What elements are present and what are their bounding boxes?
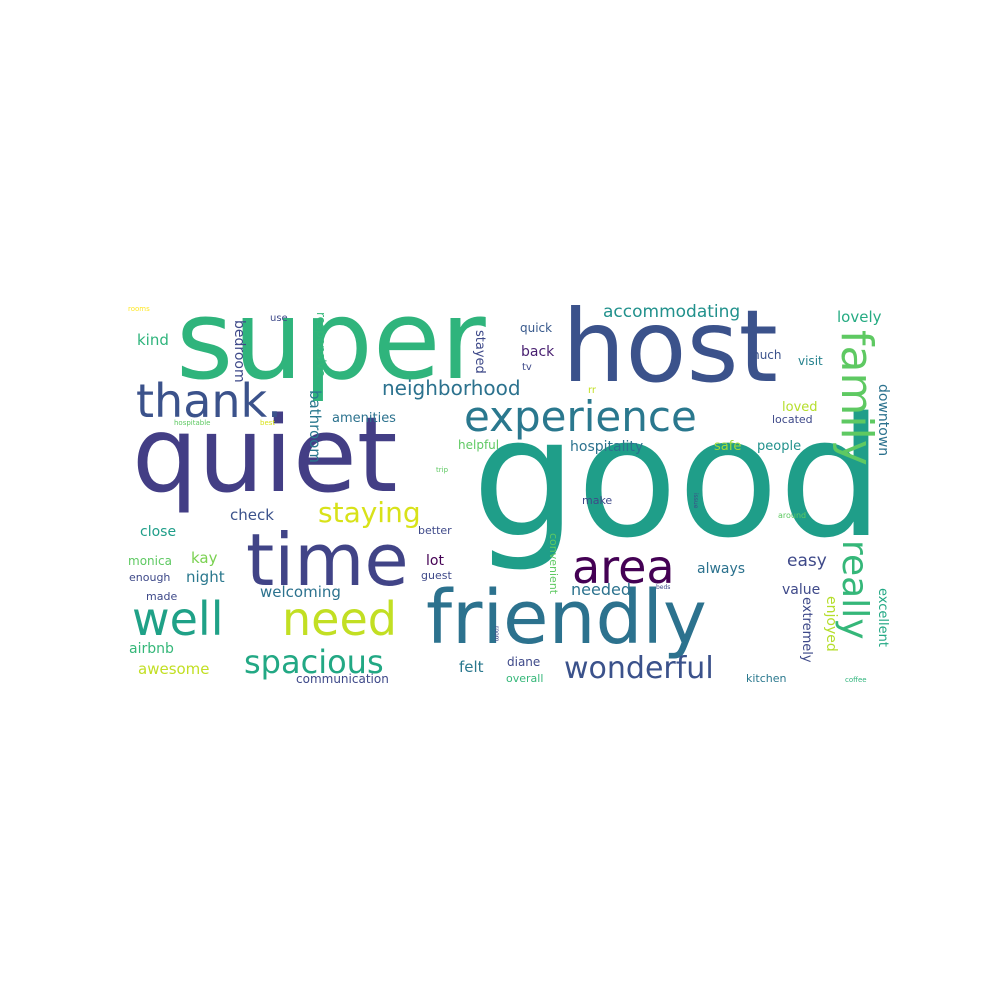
word-tv: tv (522, 362, 532, 373)
word-need: need (282, 592, 397, 646)
word-stayed: stayed (472, 330, 487, 374)
word-monica: monica (128, 554, 172, 568)
word-excellent: excellent (875, 588, 890, 647)
word-located: located (772, 413, 813, 426)
word-quick: quick (520, 321, 553, 335)
word-visit: visit (798, 354, 823, 368)
word-family: family (831, 330, 882, 466)
word-trip: trip (436, 466, 449, 474)
word-better: better (418, 524, 452, 537)
word-best: best (260, 419, 276, 427)
word-thank: thank. (136, 374, 282, 428)
word-room: room (493, 626, 500, 642)
word-hospitality: hospitality (570, 439, 644, 455)
word-use: use (270, 313, 288, 324)
word-amenities: amenities (332, 411, 396, 426)
word-bedroom: bedroom (231, 320, 247, 383)
word-always: always (697, 561, 746, 577)
word-hospitable: hospitable (174, 419, 211, 427)
word-safe: safe (714, 439, 742, 454)
word-people: people (757, 439, 802, 454)
word-extremely: extremely (799, 597, 814, 663)
word-convenient: convenient (547, 533, 560, 595)
word-lot: lot (426, 553, 444, 569)
word-needed: needed (571, 580, 631, 599)
word-check: check (230, 506, 274, 524)
word-guest: guest (421, 569, 452, 582)
word-cloud: super host quiet good friendly time than… (120, 300, 900, 695)
word-responsive: responsive (314, 312, 328, 377)
word-downtown: downtown (875, 384, 891, 457)
word-staying: staying (318, 496, 421, 529)
word-super: super (176, 300, 486, 404)
word-well: well (132, 592, 224, 646)
word-accommodating: accommodating (603, 302, 741, 322)
word-rooms: rooms (128, 305, 150, 313)
word-area: area (572, 540, 675, 594)
word-make: make (582, 494, 613, 507)
word-good: good (472, 382, 884, 574)
word-enjoyed: enjoyed (823, 596, 839, 652)
word-quiet: quiet (132, 394, 398, 516)
word-friendly: friendly (426, 575, 707, 661)
word-host: host (562, 300, 778, 405)
word-made: made (146, 590, 178, 603)
word-night: night (186, 568, 225, 586)
word-close: close (140, 524, 177, 540)
word-communication: communication (296, 672, 389, 686)
word-time: time (246, 518, 409, 602)
word-diane: diane (507, 655, 541, 669)
word-much: much (748, 348, 782, 362)
word-experience: experience (464, 392, 697, 441)
word-bathroom: bathroom (306, 390, 324, 463)
word-helpful: helpful (458, 438, 500, 452)
word-enough: enough (129, 571, 171, 584)
word-around: around (778, 511, 807, 520)
word-kay: kay (191, 549, 218, 567)
word-spacious: spacious (244, 643, 384, 681)
word-coffee: coffee (845, 676, 867, 684)
word-airbnb: airbnb (129, 641, 174, 657)
word-value: value (782, 582, 821, 598)
word-loved: loved (782, 400, 818, 415)
word-awesome: awesome (138, 660, 210, 678)
word-kitchen: kitchen (746, 672, 787, 685)
word-neighborhood: neighborhood (382, 376, 521, 400)
word-easy: easy (787, 551, 827, 571)
word-lovely: lovely (837, 308, 882, 326)
word-rr: rr (588, 385, 597, 396)
word-back: back (521, 344, 555, 360)
word-felt: felt (459, 658, 484, 676)
word-issue: issue (692, 493, 699, 509)
word-wonderful: wonderful (564, 651, 714, 686)
word-really: really (834, 540, 875, 640)
word-beds: beds (656, 584, 671, 591)
word-welcoming: welcoming (260, 583, 341, 601)
word-overall: overall (506, 672, 544, 685)
word-kind: kind (137, 331, 169, 349)
